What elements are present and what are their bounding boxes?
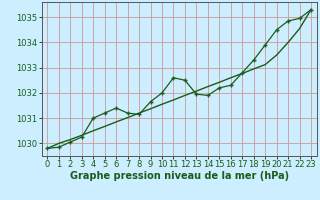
X-axis label: Graphe pression niveau de la mer (hPa): Graphe pression niveau de la mer (hPa) [70,171,289,181]
